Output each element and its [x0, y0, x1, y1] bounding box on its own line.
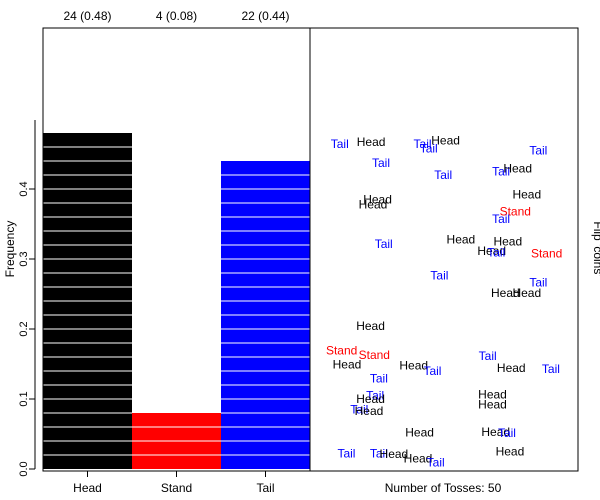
x-tick-label-stand: Stand — [161, 481, 192, 495]
toss-label-tail: Tail — [414, 137, 432, 151]
toss-label-head: Head — [512, 187, 541, 201]
x-tick-label-tail: Tail — [256, 481, 274, 495]
toss-label-tail: Tail — [542, 362, 560, 376]
count-label-tail: 22 (0.44) — [241, 9, 289, 23]
toss-label-head: Head — [399, 358, 428, 372]
toss-label-stand: Stand — [531, 246, 562, 260]
y-tick-label: 0.3 — [18, 251, 30, 266]
panel-label: Number of Tosses: 50 — [385, 481, 502, 495]
toss-label-head: Head — [431, 134, 460, 148]
toss-label-tail: Tail — [372, 156, 390, 170]
toss-label-head: Head — [493, 234, 522, 248]
toss-label-tail: Tail — [529, 143, 547, 157]
toss-label-head: Head — [356, 319, 385, 333]
toss-label-head: Head — [491, 286, 520, 300]
toss-label-head: Head — [405, 425, 434, 439]
toss-label-head: Head — [512, 286, 541, 300]
toss-label-tail: Tail — [423, 364, 441, 378]
y-tick-label: 0.4 — [18, 181, 30, 196]
toss-label-tail: Tail — [370, 372, 388, 386]
toss-label-tail: Tail — [370, 446, 388, 460]
y-axis-title: Frequency — [3, 221, 17, 278]
toss-label-head: Head — [363, 192, 392, 206]
toss-label-tail: Tail — [430, 269, 448, 283]
toss-label-stand: Stand — [359, 348, 390, 362]
toss-label-tail: Tail — [427, 456, 445, 470]
toss-label-tail: Tail — [498, 426, 516, 440]
toss-label-head: Head — [355, 404, 384, 418]
toss-label-head: Head — [478, 397, 507, 411]
toss-label-head: Head — [478, 388, 507, 402]
toss-label-tail: Tail — [434, 168, 452, 182]
toss-label-tail: Tail — [375, 237, 393, 251]
toss-label-tail: Tail — [331, 137, 349, 151]
toss-label-head: Head — [496, 444, 525, 458]
toss-label-tail: Tail — [479, 349, 497, 363]
toss-label-head: Head — [497, 361, 526, 375]
count-label-head: 24 (0.48) — [63, 9, 111, 23]
toss-label-head: Head — [477, 244, 506, 258]
toss-label-head: Head — [503, 162, 532, 176]
toss-label-tail: Tail — [420, 141, 438, 155]
toss-label-stand: Stand — [326, 344, 357, 358]
toss-label-head: Head — [447, 232, 476, 246]
y-axis: 0.0 0.1 0.2 0.3 0.4 — [18, 120, 36, 477]
x-axis: Head Stand Tail — [73, 471, 275, 495]
toss-label-head: Head — [380, 447, 409, 461]
count-labels: 24 (0.48) 4 (0.08) 22 (0.44) — [63, 9, 289, 23]
toss-label-tail: Tail — [366, 388, 384, 402]
toss-label-head: Head — [359, 197, 388, 211]
toss-label-head: Head — [356, 392, 385, 406]
right-axis-title: Flip 'coins' — [591, 221, 600, 276]
toss-label-stand: Stand — [500, 204, 531, 218]
toss-label-head: Head — [357, 135, 386, 149]
toss-label-head: Head — [333, 358, 362, 372]
toss-label-tail: Tail — [492, 212, 510, 226]
y-tick-label: 0.2 — [18, 321, 30, 336]
y-tick-label: 0.0 — [18, 461, 30, 476]
x-tick-label-head: Head — [73, 481, 102, 495]
toss-label-head: Head — [481, 425, 510, 439]
y-tick-label: 0.1 — [18, 391, 30, 406]
toss-label-tail: Tail — [350, 402, 368, 416]
toss-label-tail: Tail — [487, 246, 505, 260]
toss-label-head: Head — [404, 451, 433, 465]
toss-label-tail: Tail — [529, 276, 547, 290]
toss-label-tail: Tail — [492, 164, 510, 178]
toss-label-tail: Tail — [337, 446, 355, 460]
count-label-stand: 4 (0.08) — [156, 9, 197, 23]
bars-layer — [43, 133, 310, 469]
